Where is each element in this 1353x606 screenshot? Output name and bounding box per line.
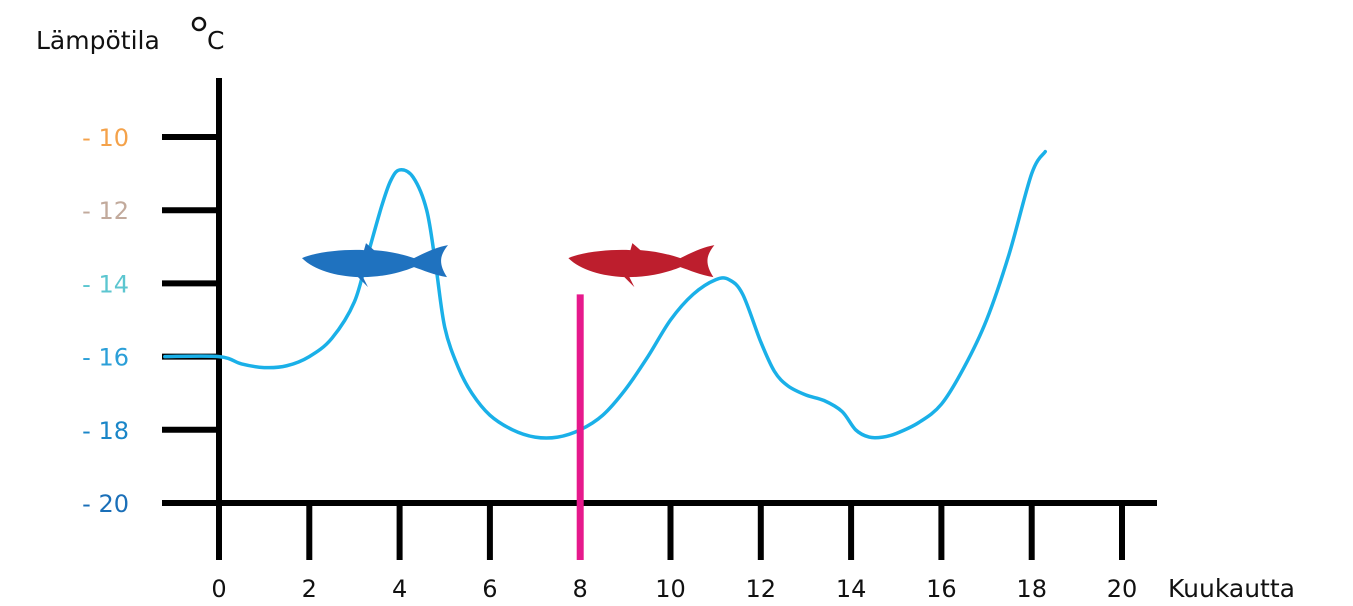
x-tick-label: 16 — [926, 575, 957, 603]
ticks: - 10 - 12 - 14 - 16 - 18 - 20 0 2 4 6 8 10 12 14 16 18 2… — [82, 124, 1137, 603]
y-tick-label: - 20 — [82, 490, 129, 518]
y-tick-label: - 10 — [82, 124, 129, 152]
degree-symbol — [191, 16, 207, 32]
fish-body — [568, 243, 715, 288]
x-tick-label: 8 — [573, 575, 588, 603]
fish-body — [301, 243, 448, 288]
x-tick-label: 2 — [302, 575, 317, 603]
x-tick-label: 20 — [1107, 575, 1138, 603]
fish-icon — [301, 243, 448, 288]
x-tick-label: 6 — [482, 575, 497, 603]
x-tick-label: 0 — [211, 575, 226, 603]
x-tick-label: 12 — [746, 575, 777, 603]
axes — [162, 78, 1157, 560]
y-tick-label: - 16 — [82, 344, 129, 372]
y-tick-label: - 14 — [82, 270, 129, 298]
y-axis-unit: C — [207, 26, 224, 55]
labels: Lämpötila C Kuukautta — [36, 16, 1295, 603]
y-tick-label: - 18 — [82, 417, 129, 445]
x-tick-label: 14 — [836, 575, 867, 603]
x-tick-label: 4 — [392, 575, 407, 603]
y-axis-title: Lämpötila — [36, 26, 160, 55]
x-axis-title: Kuukautta — [1168, 574, 1295, 603]
x-tick-label: 18 — [1016, 575, 1047, 603]
series — [163, 149, 1047, 440]
marks — [301, 243, 715, 560]
x-tick-label: 10 — [655, 575, 686, 603]
temperature-series-line — [163, 149, 1047, 440]
y-tick-label: - 12 — [82, 197, 129, 225]
fish-icon — [568, 243, 715, 288]
